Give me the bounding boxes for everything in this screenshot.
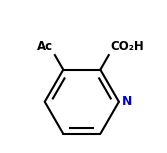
Text: CO₂H: CO₂H	[110, 40, 144, 53]
Text: N: N	[122, 95, 132, 108]
Text: Ac: Ac	[37, 40, 53, 53]
